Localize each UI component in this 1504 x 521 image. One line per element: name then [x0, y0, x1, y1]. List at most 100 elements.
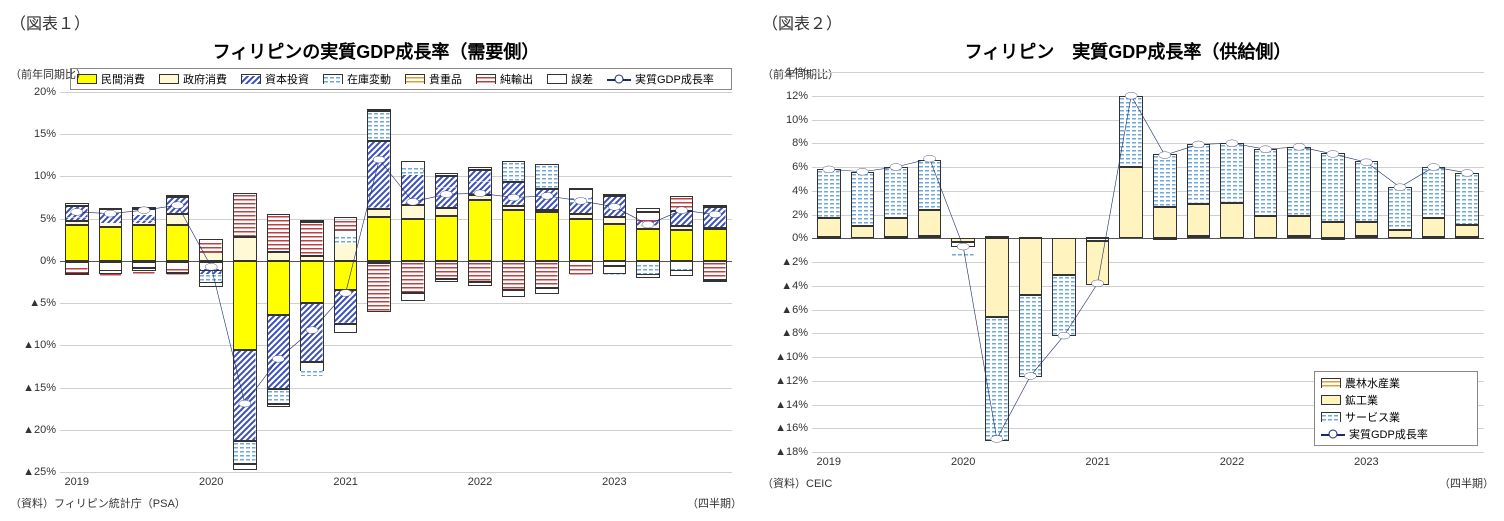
x-tick: 2021 — [333, 476, 357, 488]
y-tick: 15% — [34, 128, 56, 140]
chart-1-source: （資料）フィリピン統計庁（PSA） — [10, 495, 186, 511]
legend-item: 民間消費 — [77, 71, 145, 87]
bar-group — [1052, 72, 1076, 452]
y-tick: 14% — [786, 66, 808, 78]
bar-group — [1086, 72, 1110, 452]
legend-item: 貴重品 — [405, 71, 462, 87]
chart-1-xaxis-label: （四半期） — [687, 495, 742, 511]
y-tick: ▲18% — [775, 446, 808, 458]
bar-group — [670, 92, 694, 472]
bar-group — [703, 92, 727, 472]
legend-label: 貴重品 — [429, 71, 462, 87]
bar-group — [918, 72, 942, 452]
legend-label: 在庫変動 — [347, 71, 391, 87]
bar-group — [401, 92, 425, 472]
bar-group — [166, 92, 190, 472]
y-tick: 0% — [792, 232, 808, 244]
x-tick: 2023 — [602, 476, 626, 488]
chart-2-source: （資料）CEIC — [762, 475, 832, 491]
y-tick: ▲14% — [775, 399, 808, 411]
legend-item: 政府消費 — [159, 71, 227, 87]
y-tick: 10% — [786, 114, 808, 126]
y-tick: 0% — [40, 255, 56, 267]
bar-group — [1019, 72, 1043, 452]
x-tick: 2023 — [1354, 456, 1378, 468]
y-tick: 20% — [34, 86, 56, 98]
bar-group — [1287, 72, 1311, 452]
x-tick: 2020 — [951, 456, 975, 468]
bar-group — [1153, 72, 1177, 452]
legend-item: サービス業 — [1321, 409, 1471, 425]
bar-group — [199, 92, 223, 472]
chart-2-plot-area: ▲18%▲16%▲14%▲12%▲10%▲8%▲6%▲4%▲2%0%2%4%6%… — [812, 72, 1484, 453]
bar-group — [367, 92, 391, 472]
bar-group — [603, 92, 627, 472]
bar-group — [569, 92, 593, 472]
bar-group — [300, 92, 324, 472]
legend-label: 農林水産業 — [1345, 375, 1400, 391]
chart-1-figure-label: （図表１） — [10, 10, 742, 34]
x-tick: 2021 — [1085, 456, 1109, 468]
legend-label: サービス業 — [1345, 409, 1400, 425]
chart-2-title: フィリピン 実質GDP成長率（供給側） — [762, 38, 1494, 64]
bar-group — [435, 92, 459, 472]
y-tick: 4% — [792, 185, 808, 197]
chart-1-legend: 民間消費 政府消費 資本投資 在庫変動 貴重品 純輸出 誤差 実質GDP成長率 — [70, 68, 732, 90]
bar-group — [985, 72, 1009, 452]
bar-group — [468, 92, 492, 472]
y-tick: ▲15% — [23, 382, 56, 394]
y-tick: 10% — [34, 170, 56, 182]
y-tick: 6% — [792, 161, 808, 173]
y-tick: ▲2% — [781, 256, 808, 268]
legend-item: 資本投資 — [241, 71, 309, 87]
legend-label: 民間消費 — [101, 71, 145, 87]
legend-item: 実質GDP成長率 — [1321, 426, 1471, 442]
legend-item: 純輸出 — [476, 71, 533, 87]
legend-label: 純輸出 — [500, 71, 533, 87]
bar-group — [65, 92, 89, 472]
chart-2-figure-label: （図表２） — [762, 10, 1494, 34]
y-tick: ▲4% — [781, 280, 808, 292]
chart-2-panel: （図表２） （前年同期比） フィリピン 実質GDP成長率（供給側） ▲18%▲1… — [762, 10, 1494, 511]
chart-2-legend: 農林水産業鉱工業サービス業実質GDP成長率 — [1314, 371, 1478, 446]
chart-1-panel: （図表１） （前年同期比） フィリピンの実質GDP成長率（需要側） 民間消費 政府… — [10, 10, 742, 511]
chart-1-yaxis-note: （前年同期比） — [10, 66, 87, 82]
y-tick: 5% — [40, 213, 56, 225]
bar-group — [1254, 72, 1278, 452]
chart-1-title: フィリピンの実質GDP成長率（需要側） — [10, 38, 742, 64]
legend-label: 実質GDP成長率 — [1349, 426, 1428, 442]
legend-item: 在庫変動 — [323, 71, 391, 87]
x-tick: 2022 — [468, 476, 492, 488]
x-tick: 2019 — [65, 476, 89, 488]
bar-group — [502, 92, 526, 472]
legend-item: 農林水産業 — [1321, 375, 1471, 391]
bar-group — [851, 72, 875, 452]
legend-item: 実質GDP成長率 — [607, 71, 714, 87]
bar-group — [233, 92, 257, 472]
y-tick: ▲10% — [775, 351, 808, 363]
y-tick: ▲5% — [29, 297, 56, 309]
bar-group — [817, 72, 841, 452]
legend-label: 資本投資 — [265, 71, 309, 87]
bar-group — [132, 92, 156, 472]
y-tick: 2% — [792, 209, 808, 221]
legend-label: 政府消費 — [183, 71, 227, 87]
y-tick: ▲25% — [23, 466, 56, 478]
bar-group — [99, 92, 123, 472]
y-tick: 12% — [786, 90, 808, 102]
y-tick: ▲10% — [23, 339, 56, 351]
y-tick: ▲8% — [781, 327, 808, 339]
bar-group — [951, 72, 975, 452]
y-tick: ▲20% — [23, 424, 56, 436]
bar-group — [267, 92, 291, 472]
y-tick: ▲6% — [781, 304, 808, 316]
bar-group — [1187, 72, 1211, 452]
legend-label: 誤差 — [571, 71, 593, 87]
chart-1-plot-area: ▲25%▲20%▲15%▲10%▲5%0%5%10%15%20%20192020… — [60, 92, 732, 473]
x-tick: 2019 — [817, 456, 841, 468]
y-tick: 8% — [792, 137, 808, 149]
legend-label: 実質GDP成長率 — [635, 71, 714, 87]
bar-group — [1220, 72, 1244, 452]
bar-group — [334, 92, 358, 472]
legend-item: 鉱工業 — [1321, 392, 1471, 408]
